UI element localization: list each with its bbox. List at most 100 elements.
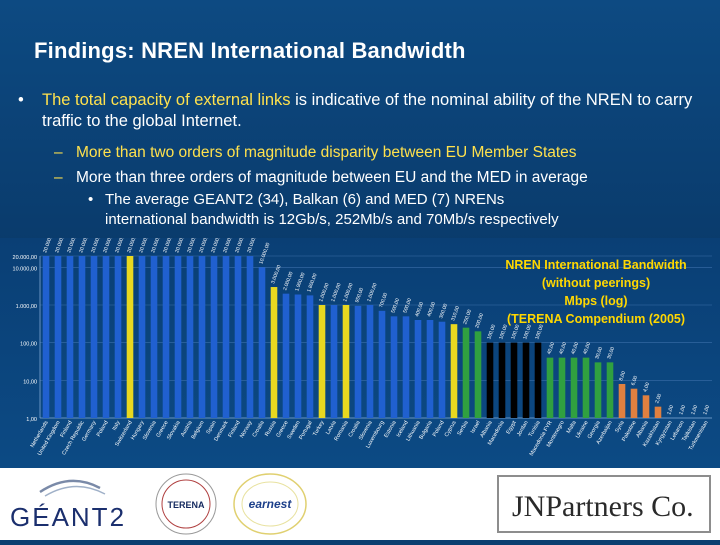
terena-text: TERENA	[167, 500, 205, 510]
sub-bullet-1-text: More than two orders of magnitude dispar…	[76, 144, 577, 161]
bullet-dot: •	[88, 191, 94, 208]
jnpartners-logo: JNPartners Co.	[497, 475, 711, 533]
bar-value-label: 6,00	[630, 375, 639, 386]
y-tick-label: 1.000,00	[16, 304, 37, 310]
bar	[270, 287, 278, 418]
geant2-logo: GÉANT2	[10, 479, 126, 532]
bar-value-label: 100,00	[486, 324, 497, 341]
bullet-1: • The total capacity of external links i…	[18, 90, 708, 132]
bar-value-label: 1,00	[702, 404, 711, 415]
bar	[150, 256, 158, 418]
bar	[354, 305, 362, 418]
bar-value-label: 40,00	[546, 341, 556, 355]
y-tick-label: 100,00	[20, 342, 37, 348]
bar	[306, 295, 314, 418]
bar	[582, 357, 590, 418]
x-category-label: Israel	[470, 420, 482, 435]
bar-value-label: 360,00	[438, 303, 449, 320]
bar	[78, 256, 86, 418]
bullet-dot: •	[18, 91, 24, 109]
bar-value-label: 400,00	[414, 301, 425, 318]
bar-value-label: 100,00	[498, 324, 509, 341]
bar-value-label: 310,00	[450, 305, 461, 322]
bar	[210, 256, 218, 418]
bar	[630, 388, 638, 418]
bar	[102, 256, 110, 418]
bar	[546, 357, 554, 418]
bar	[138, 256, 146, 418]
bar	[642, 395, 650, 418]
bar	[498, 342, 506, 418]
bar-value-label: 500,00	[390, 297, 401, 314]
y-tick-label: 10,00	[23, 379, 37, 385]
slide-body: • The total capacity of external links i…	[18, 90, 708, 230]
bar	[318, 305, 326, 418]
earnest-text: earnest	[249, 497, 293, 511]
bar	[330, 305, 338, 418]
bar	[570, 357, 578, 418]
bar	[534, 342, 542, 418]
bar	[486, 342, 494, 418]
bar-value-label: 950,00	[354, 287, 365, 304]
logo-strip: GÉANT2 TERENA earnest JNPartners Co.	[0, 468, 720, 540]
bar-value-label: 40,00	[570, 341, 580, 355]
jnpartners-text: JNPartners Co.	[512, 490, 694, 523]
chart-bars	[42, 256, 662, 418]
slide-title: Findings: NREN International Bandwidth	[34, 38, 466, 63]
bar	[654, 406, 662, 418]
bar	[186, 256, 194, 418]
bar	[606, 362, 614, 418]
bar	[54, 256, 62, 418]
chart-title-line: NREN International Bandwidth	[505, 258, 686, 272]
bar	[42, 256, 50, 418]
earnest-logo: earnest	[233, 473, 307, 535]
bar	[594, 362, 602, 418]
geant2-text: GÉANT2	[10, 502, 126, 532]
bar	[114, 256, 122, 418]
bar-value-label: 2,00	[654, 393, 663, 404]
bar-value-label: 1,00	[690, 404, 699, 415]
bar	[462, 327, 470, 418]
bandwidth-chart: 1,00 10,00 100,00 1.000,00 10.000,00 20.000,0…	[0, 238, 720, 468]
y-axis-ticks: 1,00 10,00 100,00 1.000,00 10.000,00 20.000,0…	[13, 255, 37, 423]
bar	[390, 316, 398, 418]
bar-value-label: 40,00	[558, 341, 568, 355]
bar	[126, 256, 134, 418]
sub-bullet-2: – More than three orders of magnitude be…	[18, 165, 708, 190]
bar-value-label: 1,00	[678, 404, 687, 415]
chart-title-line: (TERENA Compendium (2005)	[507, 312, 685, 326]
bar-value-label: 500,00	[402, 297, 413, 314]
bar-value-label: 4,00	[642, 382, 651, 393]
bar-value-label: 100,00	[522, 324, 533, 341]
bar	[294, 294, 302, 418]
bar-value-label: 700,00	[378, 292, 389, 309]
bar	[246, 256, 254, 418]
logos: GÉANT2 TERENA earnest JNPartners Co.	[10, 473, 711, 535]
bar	[198, 256, 206, 418]
bar-value-label: 40,00	[582, 341, 592, 355]
sub-sub-bullet-line-1: The average GEANT2 (34), Balkan (6) and …	[105, 191, 505, 208]
bullet-1-highlight: The total capacity of external links	[42, 91, 291, 109]
bar	[366, 305, 374, 418]
bar	[378, 310, 386, 418]
bar	[510, 342, 518, 418]
bar-value-label: 250,00	[462, 309, 473, 326]
bar	[342, 305, 350, 418]
bar	[414, 319, 422, 418]
bar-value-label: 400,00	[426, 301, 437, 318]
dash-marker: –	[54, 169, 63, 186]
x-category-label: Italy	[111, 420, 121, 432]
bar	[522, 342, 530, 418]
bar	[438, 321, 446, 418]
sub-bullet-2-text: More than three orders of magnitude betw…	[76, 169, 588, 186]
y-tick-label: 20.000,00	[13, 255, 37, 261]
y-tick-label: 10.000,00	[13, 266, 37, 272]
chart-title-line: (without peerings)	[542, 276, 650, 290]
bar-value-label: 200,00	[474, 312, 485, 329]
sub-bullet-1: – More than two orders of magnitude disp…	[18, 140, 708, 165]
bar-value-label: 100,00	[510, 324, 521, 341]
dash-marker: –	[54, 144, 63, 161]
chart-title-line: Mbps (log)	[564, 294, 627, 308]
x-category-label: Syria	[614, 419, 626, 434]
